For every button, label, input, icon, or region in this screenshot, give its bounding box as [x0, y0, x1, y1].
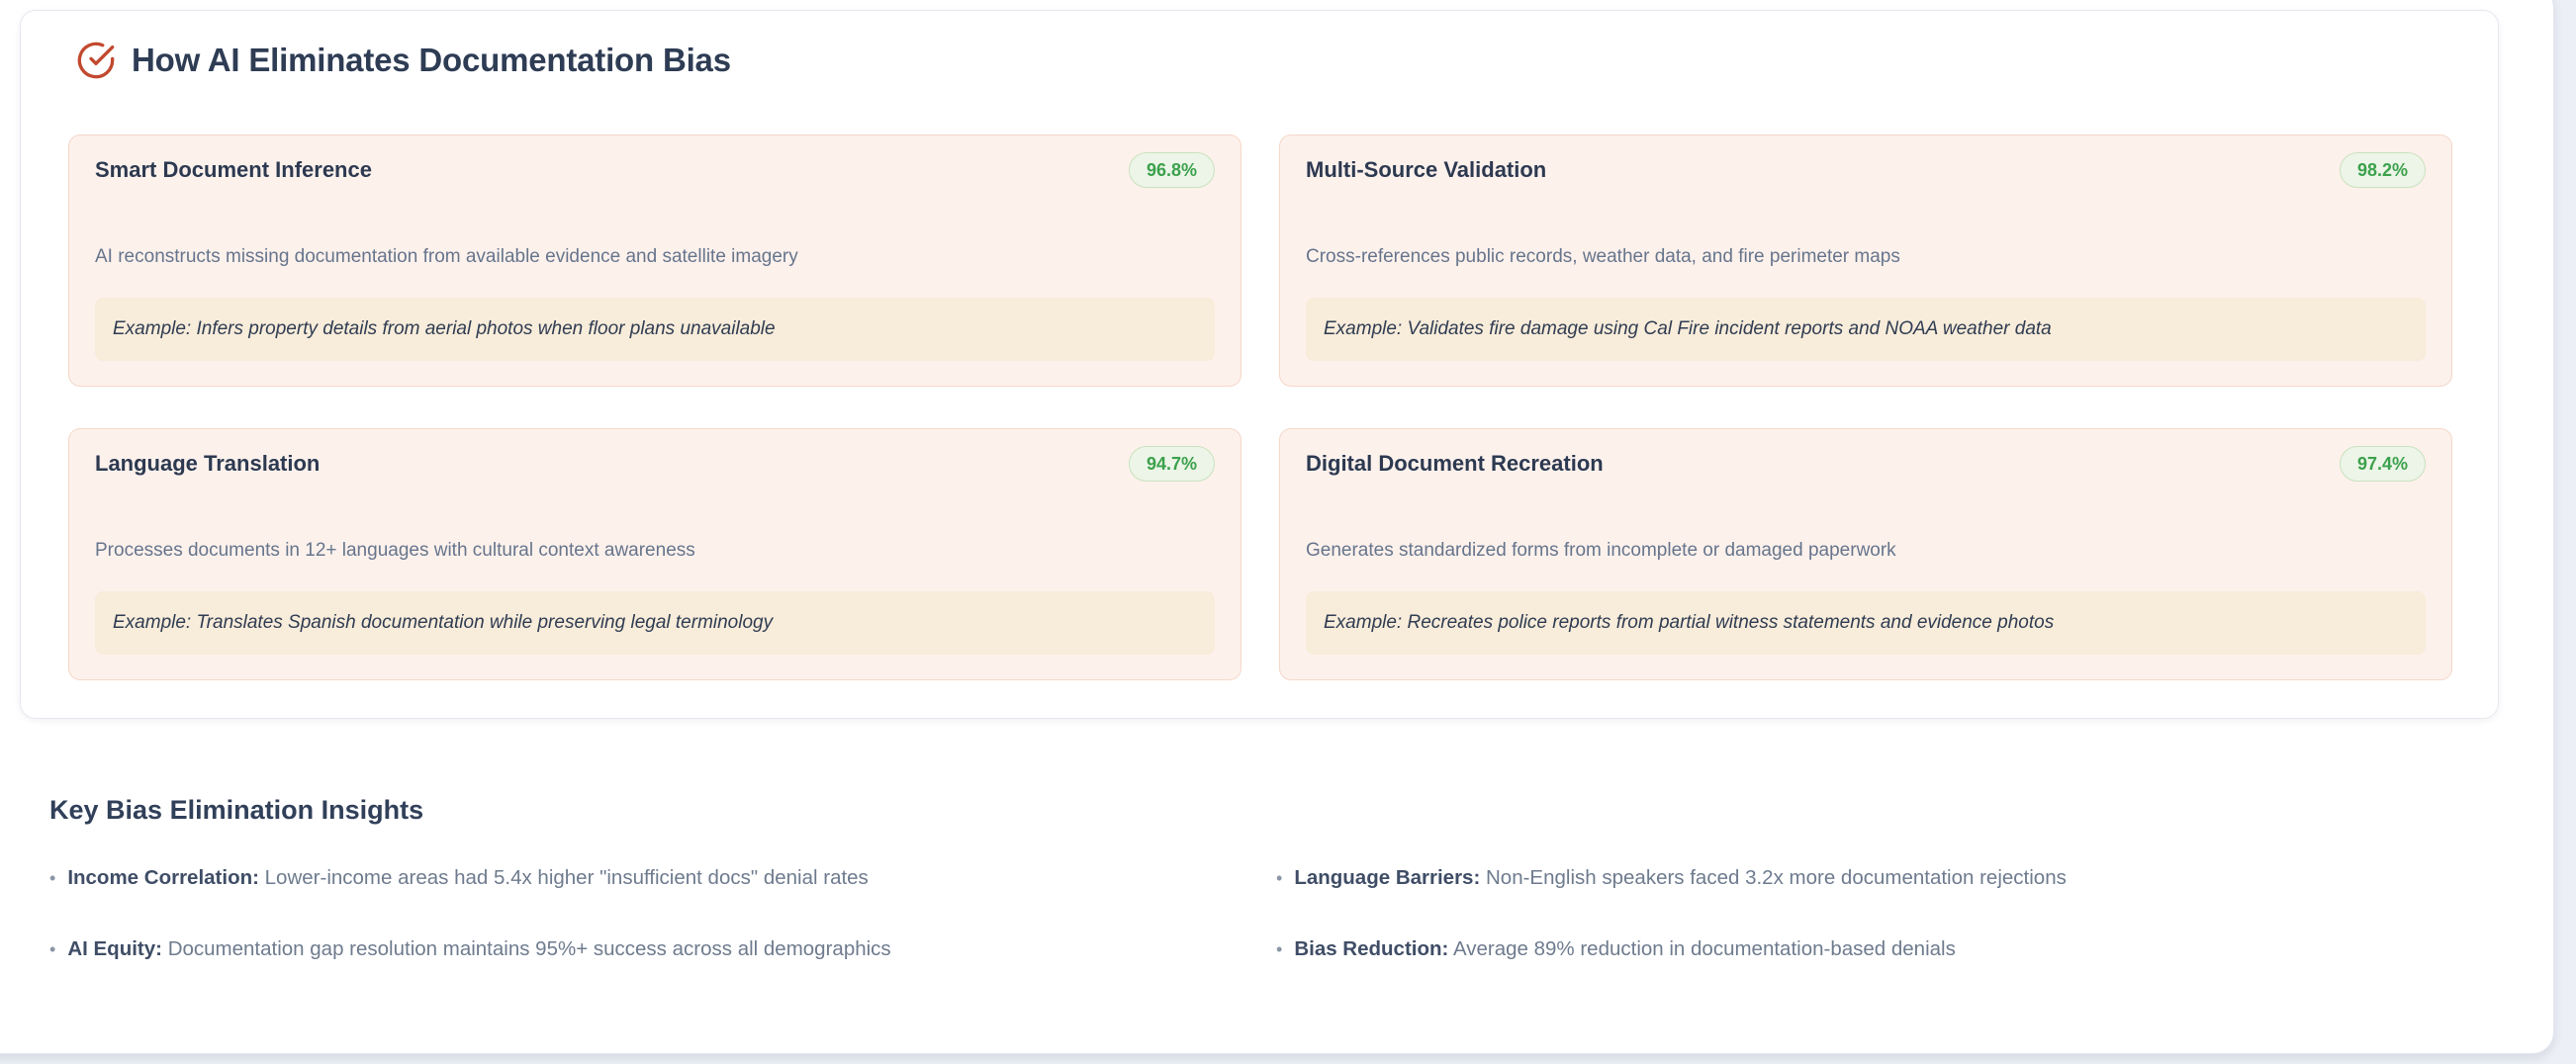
insights-grid: • Income Correlation: Lower-income areas … [49, 864, 2503, 963]
insight-item-language-barriers: • Language Barriers: Non-English speakers… [1276, 864, 2503, 892]
capability-example: Example: Translates Spanish documentatio… [95, 591, 1215, 655]
insight-label: Income Correlation: [67, 866, 259, 889]
bullet-dot: • [49, 868, 56, 888]
capability-card-header: Multi-Source Validation 98.2% [1306, 151, 2426, 189]
panel-title: How AI Eliminates Documentation Bias [132, 42, 731, 78]
insight-label: Language Barriers: [1294, 866, 1481, 889]
insight-text: Lower-income areas had 5.4x higher "insu… [264, 866, 869, 889]
capability-card-language-translation: Language Translation 94.7% Processes doc… [68, 428, 1242, 680]
capability-example: Example: Recreates police reports from p… [1306, 591, 2426, 655]
insight-text: Non-English speakers faced 3.2x more doc… [1486, 866, 2067, 889]
capability-grid: Smart Document Inference 96.8% AI recons… [68, 134, 2452, 680]
bullet-dot: • [1276, 868, 1283, 888]
insight-item-ai-equity: • AI Equity: Documentation gap resolution… [49, 935, 1276, 963]
accuracy-badge: 97.4% [2339, 446, 2426, 482]
accuracy-badge: 94.7% [1128, 446, 1215, 482]
capability-description: Processes documents in 12+ languages wit… [95, 540, 695, 561]
capability-card-smart-document-inference: Smart Document Inference 96.8% AI recons… [68, 134, 1242, 387]
insight-label: Bias Reduction: [1294, 937, 1449, 960]
capability-title: Digital Document Recreation [1306, 451, 1604, 476]
documentation-bias-panel: How AI Eliminates Documentation Bias Sma… [20, 10, 2499, 719]
capability-example: Example: Validates fire damage using Cal… [1306, 298, 2426, 361]
insight-item-income-correlation: • Income Correlation: Lower-income areas … [49, 864, 1276, 892]
insight-label: AI Equity: [67, 937, 162, 960]
insight-item-bias-reduction: • Bias Reduction: Average 89% reduction i… [1276, 935, 2503, 963]
capability-title: Smart Document Inference [95, 157, 372, 182]
panel-header: How AI Eliminates Documentation Bias [76, 41, 2498, 80]
insights-heading: Key Bias Elimination Insights [49, 795, 424, 825]
capability-card-header: Language Translation 94.7% [95, 445, 1215, 483]
bullet-dot: • [1276, 939, 1283, 959]
capability-description: AI reconstructs missing documentation fr… [95, 246, 798, 267]
capability-card-multi-source-validation: Multi-Source Validation 98.2% Cross-refe… [1279, 134, 2452, 387]
capability-description: Generates standardized forms from incomp… [1306, 540, 1896, 561]
capability-title: Language Translation [95, 451, 321, 476]
accuracy-badge: 98.2% [2339, 152, 2426, 188]
insights-section: Key Bias Elimination Insights • Income Co… [49, 793, 2503, 963]
capability-description: Cross-references public records, weather… [1306, 246, 1900, 267]
capability-example: Example: Infers property details from ae… [95, 298, 1215, 361]
insight-text: Average 89% reduction in documentation-b… [1452, 937, 1956, 960]
check-circle-icon [77, 42, 115, 79]
capability-card-header: Digital Document Recreation 97.4% [1306, 445, 2426, 483]
bullet-dot: • [49, 939, 56, 959]
capability-card-header: Smart Document Inference 96.8% [95, 151, 1215, 189]
capability-title: Multi-Source Validation [1306, 157, 1547, 182]
insight-text: Documentation gap resolution maintains 9… [167, 937, 891, 960]
capability-card-digital-document-recreation: Digital Document Recreation 97.4% Genera… [1279, 428, 2452, 680]
accuracy-badge: 96.8% [1128, 152, 1215, 188]
